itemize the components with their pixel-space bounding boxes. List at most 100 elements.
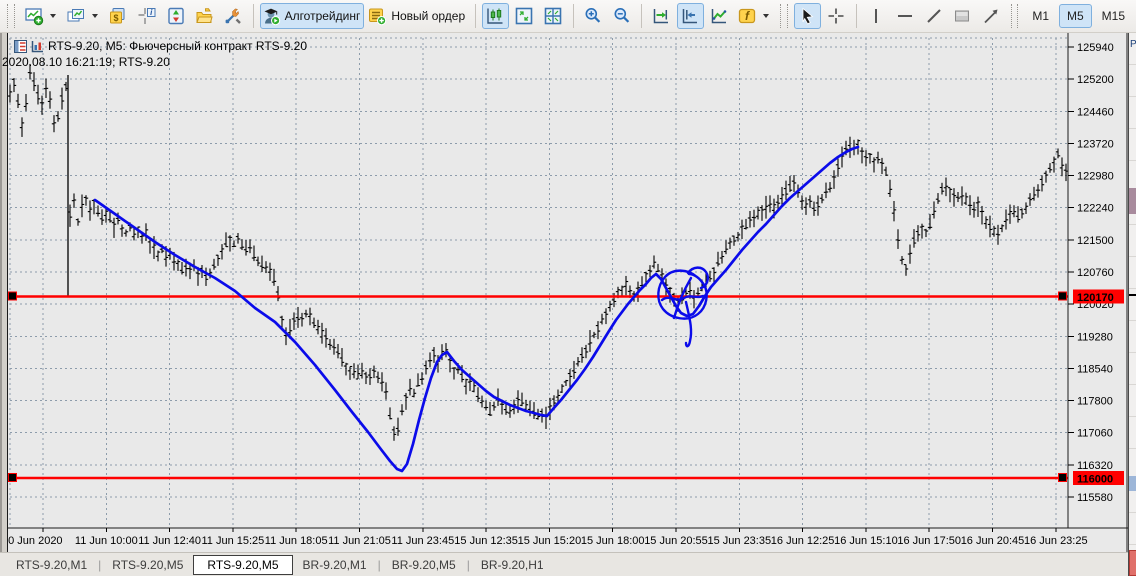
- time-tick-label: 15 Jun 18:00: [581, 535, 645, 547]
- chart-tab-br-9-20-m5[interactable]: BR-9.20,M5: [391, 557, 456, 572]
- hline-anchor-left[interactable]: [8, 473, 17, 482]
- crosshair-button[interactable]: [823, 3, 850, 29]
- fit-window-icon: [514, 6, 534, 26]
- dropdown-caret-icon[interactable]: [91, 14, 98, 18]
- time-tick-label: 15 Jun 15:20: [518, 535, 582, 547]
- functions-button[interactable]: f: [734, 3, 774, 29]
- tab-separator: |: [377, 557, 381, 572]
- zoom-out-icon: [612, 6, 632, 26]
- algo-icon: [261, 6, 281, 26]
- vertical-line-button[interactable]: [863, 3, 890, 29]
- arrow-tool-button[interactable]: [978, 3, 1005, 29]
- svg-text:i: i: [150, 8, 153, 17]
- chart-tab-br-9-20-m1[interactable]: BR-9.20,M1: [302, 557, 367, 572]
- cursor-button[interactable]: [794, 3, 821, 29]
- time-tick-label: 16 Jun 15:10: [834, 535, 898, 547]
- svg-text:116000: 116000: [1077, 474, 1113, 486]
- rectangle-button[interactable]: [949, 3, 976, 29]
- arrow-tool-icon: [981, 6, 1001, 26]
- profiles-icon: [66, 6, 86, 26]
- toolbar-grip[interactable]: [1010, 4, 1019, 28]
- navigator-button[interactable]: [162, 3, 189, 29]
- toolbar-separator: [572, 4, 574, 28]
- price-tick-label: 118540: [1077, 363, 1113, 375]
- new-chart-button[interactable]: [21, 3, 61, 29]
- trend-line-icon: [924, 6, 944, 26]
- tab-separator: |: [98, 557, 102, 572]
- bar-chart-icon[interactable]: [31, 40, 44, 53]
- price-tick-label: 122980: [1077, 171, 1114, 183]
- navigator-icon: [166, 6, 186, 26]
- toolbar-grip[interactable]: [780, 4, 789, 28]
- toolbar-separator: [641, 4, 642, 28]
- tf-m1-button[interactable]: M1: [1032, 9, 1049, 23]
- moving-average-line[interactable]: [93, 145, 860, 473]
- hline-anchor-right[interactable]: [1058, 473, 1067, 482]
- data-window-button[interactable]: i: [133, 3, 160, 29]
- market-watch-icon: $: [108, 6, 128, 26]
- price-tick-label: 123720: [1077, 138, 1114, 150]
- tile-windows-icon: [543, 6, 563, 26]
- chart-shift-icon: [680, 6, 700, 26]
- freehand-scribble[interactable]: [657, 266, 709, 348]
- open-folder-icon: [194, 6, 214, 26]
- market-watch-button[interactable]: $: [105, 3, 132, 29]
- horizontal-line-button[interactable]: [891, 3, 918, 29]
- price-tick-label: 116320: [1077, 460, 1113, 472]
- open-folder-button[interactable]: [191, 3, 218, 29]
- background-window-cell-red: [1129, 550, 1136, 576]
- hline-anchor-left[interactable]: [8, 291, 17, 301]
- hline-anchor-right[interactable]: [1058, 291, 1067, 301]
- dropdown-caret-icon[interactable]: [763, 14, 770, 18]
- chart-shift-button[interactable]: [676, 3, 704, 29]
- chart-tab-br-9-20-h1[interactable]: BR-9.20,H1: [480, 557, 544, 572]
- price-tick-label: 120760: [1077, 267, 1114, 279]
- hline-price-label: 116000: [1073, 471, 1124, 486]
- tf-m5-button[interactable]: M5: [1059, 4, 1092, 28]
- window-left-border: [0, 33, 8, 576]
- tf-m15-button[interactable]: M15: [1101, 9, 1126, 23]
- time-tick-label: 16 Jun 23:25: [1024, 535, 1088, 547]
- zoom-out-button[interactable]: [608, 3, 635, 29]
- crosshair-icon: [826, 6, 846, 26]
- time-tick-label: 11 Jun 23:45: [391, 535, 454, 547]
- toolbar-grip[interactable]: [7, 4, 15, 28]
- chart-title-text: RTS-9.20, M5: Фьючерсный контракт RTS-9.…: [48, 39, 308, 53]
- chart-tab-rts-9-20-m5[interactable]: RTS-9.20,M5: [193, 554, 293, 575]
- chart-borders: [0, 33, 1128, 552]
- indicators-button[interactable]: [706, 3, 733, 29]
- price-chart[interactable]: 125940 125200 124460 123720 122980 122240 1215…: [0, 33, 1136, 552]
- background-window-cell-purple: [1129, 188, 1136, 214]
- new-order-button[interactable]: Новый ордер: [366, 3, 469, 29]
- time-tick-label: 11 Jun 10:00: [75, 535, 138, 547]
- time-tick-label: 15 Jun 23:35: [707, 535, 771, 547]
- price-tick-label: 125200: [1077, 74, 1114, 86]
- background-window-header: P: [1130, 39, 1136, 50]
- time-tick-label: 16 Jun 12:25: [771, 535, 835, 547]
- zoom-in-button[interactable]: [579, 3, 606, 29]
- trend-line-button[interactable]: [920, 3, 947, 29]
- price-axis[interactable]: 125940 125200 124460 123720 122980 122240 1215…: [1068, 42, 1124, 504]
- auto-scroll-button[interactable]: [648, 3, 675, 29]
- time-tick-label: 11 Jun 18:05: [265, 535, 328, 547]
- background-window-sliver: P: [1128, 33, 1136, 576]
- indicators-icon: [709, 6, 729, 26]
- algo-trading-button[interactable]: Алготрейдинг: [259, 3, 365, 29]
- horizontal-line-120170[interactable]: [8, 291, 1068, 301]
- time-tick-label: 11 Jun 12:40: [138, 535, 201, 547]
- chart-tab-rts-9-20-m5[interactable]: RTS-9.20,M5: [112, 557, 184, 572]
- quotes-list-icon[interactable]: [14, 39, 27, 53]
- dropdown-caret-icon[interactable]: [49, 14, 56, 18]
- toolbar-separator: [252, 4, 254, 28]
- tile-windows-button[interactable]: [540, 3, 567, 29]
- chart-tab-rts-9-20-m1[interactable]: RTS-9.20,M1: [16, 557, 88, 572]
- fit-window-button[interactable]: [511, 3, 538, 29]
- tools-button[interactable]: [220, 3, 247, 29]
- profiles-button[interactable]: [63, 3, 103, 29]
- tools-icon: [223, 6, 243, 26]
- candles-button[interactable]: [482, 3, 509, 29]
- horizontal-line-116000[interactable]: [8, 473, 1068, 482]
- time-axis[interactable]: 10 Jun 2020 11 Jun 10:00 11 Jun 12:40 11 Ju…: [2, 528, 1088, 547]
- price-tick-label: 122240: [1077, 203, 1114, 215]
